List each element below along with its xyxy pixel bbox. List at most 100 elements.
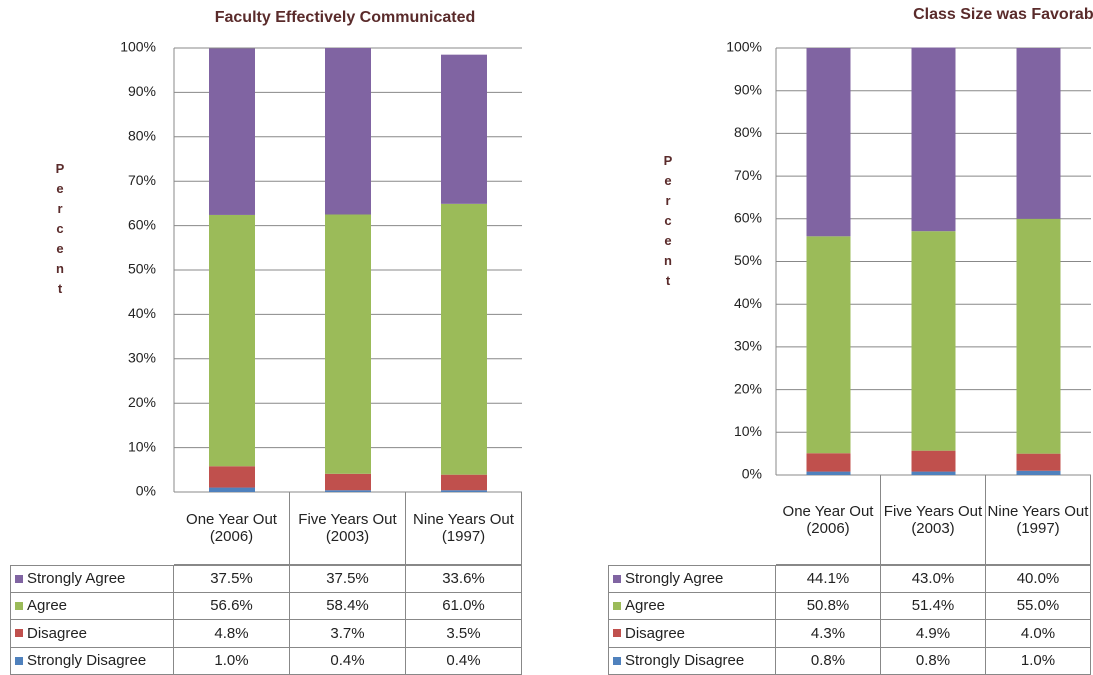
bar-segment bbox=[441, 490, 487, 492]
value-label: 51.4% bbox=[881, 592, 986, 620]
y-tick-label: 90% bbox=[128, 83, 156, 99]
y-tick-label: 80% bbox=[128, 128, 156, 144]
legend-entry: Agree bbox=[10, 592, 174, 620]
category-label: One Year Out (2006) bbox=[174, 492, 290, 565]
legend-entry: Strongly Disagree bbox=[10, 647, 174, 675]
bar-segment bbox=[1016, 470, 1061, 475]
bar-segment bbox=[911, 471, 956, 475]
y-tick-label: 60% bbox=[734, 210, 762, 226]
bar-segment bbox=[806, 48, 851, 237]
legend-swatch bbox=[613, 629, 621, 638]
category-label: Five Years Out (2003) bbox=[881, 475, 986, 565]
legend-label: Strongly Agree bbox=[625, 570, 724, 588]
value-label: 4.3% bbox=[776, 620, 881, 648]
bar-segment bbox=[209, 48, 255, 215]
value-label: 4.9% bbox=[881, 620, 986, 648]
bar-segment bbox=[325, 473, 371, 491]
category-label: One Year Out (2006) bbox=[776, 475, 881, 565]
legend-swatch bbox=[15, 574, 23, 583]
value-label: 56.6% bbox=[174, 592, 290, 620]
legend-label: Disagree bbox=[27, 624, 88, 642]
bar-segment bbox=[1016, 453, 1061, 471]
y-tick-label: 100% bbox=[726, 39, 762, 55]
legend-swatch bbox=[613, 656, 621, 665]
y-tick-label: 40% bbox=[128, 305, 156, 321]
value-label: 50.8% bbox=[776, 592, 881, 620]
value-label: 55.0% bbox=[986, 592, 1091, 620]
legend-swatch bbox=[613, 574, 621, 583]
value-label: 1.0% bbox=[986, 647, 1091, 675]
y-tick-label: 30% bbox=[734, 338, 762, 354]
legend-entry: Agree bbox=[608, 592, 776, 620]
chart-title: Class Size was Favorable bbox=[913, 6, 1093, 23]
legend-label: Strongly Disagree bbox=[625, 652, 745, 670]
value-label: 0.4% bbox=[290, 647, 406, 675]
value-label: 43.0% bbox=[881, 565, 986, 593]
chart-title: Faculty Effectively Communicated bbox=[215, 9, 476, 26]
bar-segment bbox=[806, 236, 851, 454]
bar-segment bbox=[441, 203, 487, 475]
value-label: 58.4% bbox=[290, 592, 406, 620]
legend-entry: Strongly Agree bbox=[10, 565, 174, 593]
y-tick-label: 100% bbox=[120, 39, 156, 55]
bar-segment bbox=[325, 48, 371, 215]
y-tick-label: 0% bbox=[136, 483, 156, 499]
value-label: 33.6% bbox=[406, 565, 522, 593]
value-label: 44.1% bbox=[776, 565, 881, 593]
bar-segment bbox=[209, 214, 255, 467]
category-label: Nine Years Out (1997) bbox=[986, 475, 1091, 565]
value-label: 0.4% bbox=[406, 647, 522, 675]
bar-segment bbox=[325, 490, 371, 492]
bar-segment bbox=[209, 487, 255, 492]
y-tick-label: 70% bbox=[128, 172, 156, 188]
y-tick-label: 40% bbox=[734, 295, 762, 311]
category-label: Five Years Out (2003) bbox=[290, 492, 406, 565]
value-label: 3.7% bbox=[290, 620, 406, 648]
bar-segment bbox=[209, 466, 255, 488]
value-label: 4.8% bbox=[174, 620, 290, 648]
y-tick-label: 20% bbox=[128, 394, 156, 410]
bar-segment bbox=[441, 54, 487, 204]
bar-segment bbox=[1016, 218, 1061, 454]
legend-label: Strongly Disagree bbox=[27, 652, 147, 670]
legend-entry: Disagree bbox=[608, 620, 776, 648]
bar-segment bbox=[911, 231, 956, 451]
y-tick-label: 0% bbox=[742, 466, 762, 482]
y-tick-label: 50% bbox=[128, 261, 156, 277]
legend-label: Agree bbox=[625, 597, 666, 615]
value-label: 4.0% bbox=[986, 620, 1091, 648]
value-label: 40.0% bbox=[986, 565, 1091, 593]
bar-segment bbox=[441, 474, 487, 491]
y-tick-label: 10% bbox=[128, 438, 156, 454]
value-label: 0.8% bbox=[881, 647, 986, 675]
bar-segment bbox=[325, 214, 371, 474]
legend-swatch bbox=[15, 656, 23, 665]
legend-swatch bbox=[613, 601, 621, 610]
legend-entry: Disagree bbox=[10, 620, 174, 648]
y-tick-label: 10% bbox=[734, 423, 762, 439]
legend-label: Agree bbox=[27, 597, 68, 615]
bar-segment bbox=[911, 450, 956, 472]
y-tick-label: 90% bbox=[734, 81, 762, 97]
value-label: 37.5% bbox=[290, 565, 406, 593]
value-label: 3.5% bbox=[406, 620, 522, 648]
value-label: 61.0% bbox=[406, 592, 522, 620]
value-label: 0.8% bbox=[776, 647, 881, 675]
bar-segment bbox=[806, 453, 851, 472]
legend-entry: Strongly Agree bbox=[608, 565, 776, 593]
bar-segment bbox=[806, 471, 851, 475]
y-tick-label: 80% bbox=[734, 124, 762, 140]
y-tick-label: 60% bbox=[128, 216, 156, 232]
legend-entry: Strongly Disagree bbox=[608, 647, 776, 675]
category-label: Nine Years Out (1997) bbox=[406, 492, 522, 565]
y-tick-label: 50% bbox=[734, 252, 762, 268]
y-tick-label: 70% bbox=[734, 167, 762, 183]
legend-label: Disagree bbox=[625, 624, 686, 642]
legend-swatch bbox=[15, 601, 23, 610]
bar-segment bbox=[1016, 48, 1061, 219]
legend-swatch bbox=[15, 629, 23, 638]
y-tick-label: 20% bbox=[734, 380, 762, 396]
